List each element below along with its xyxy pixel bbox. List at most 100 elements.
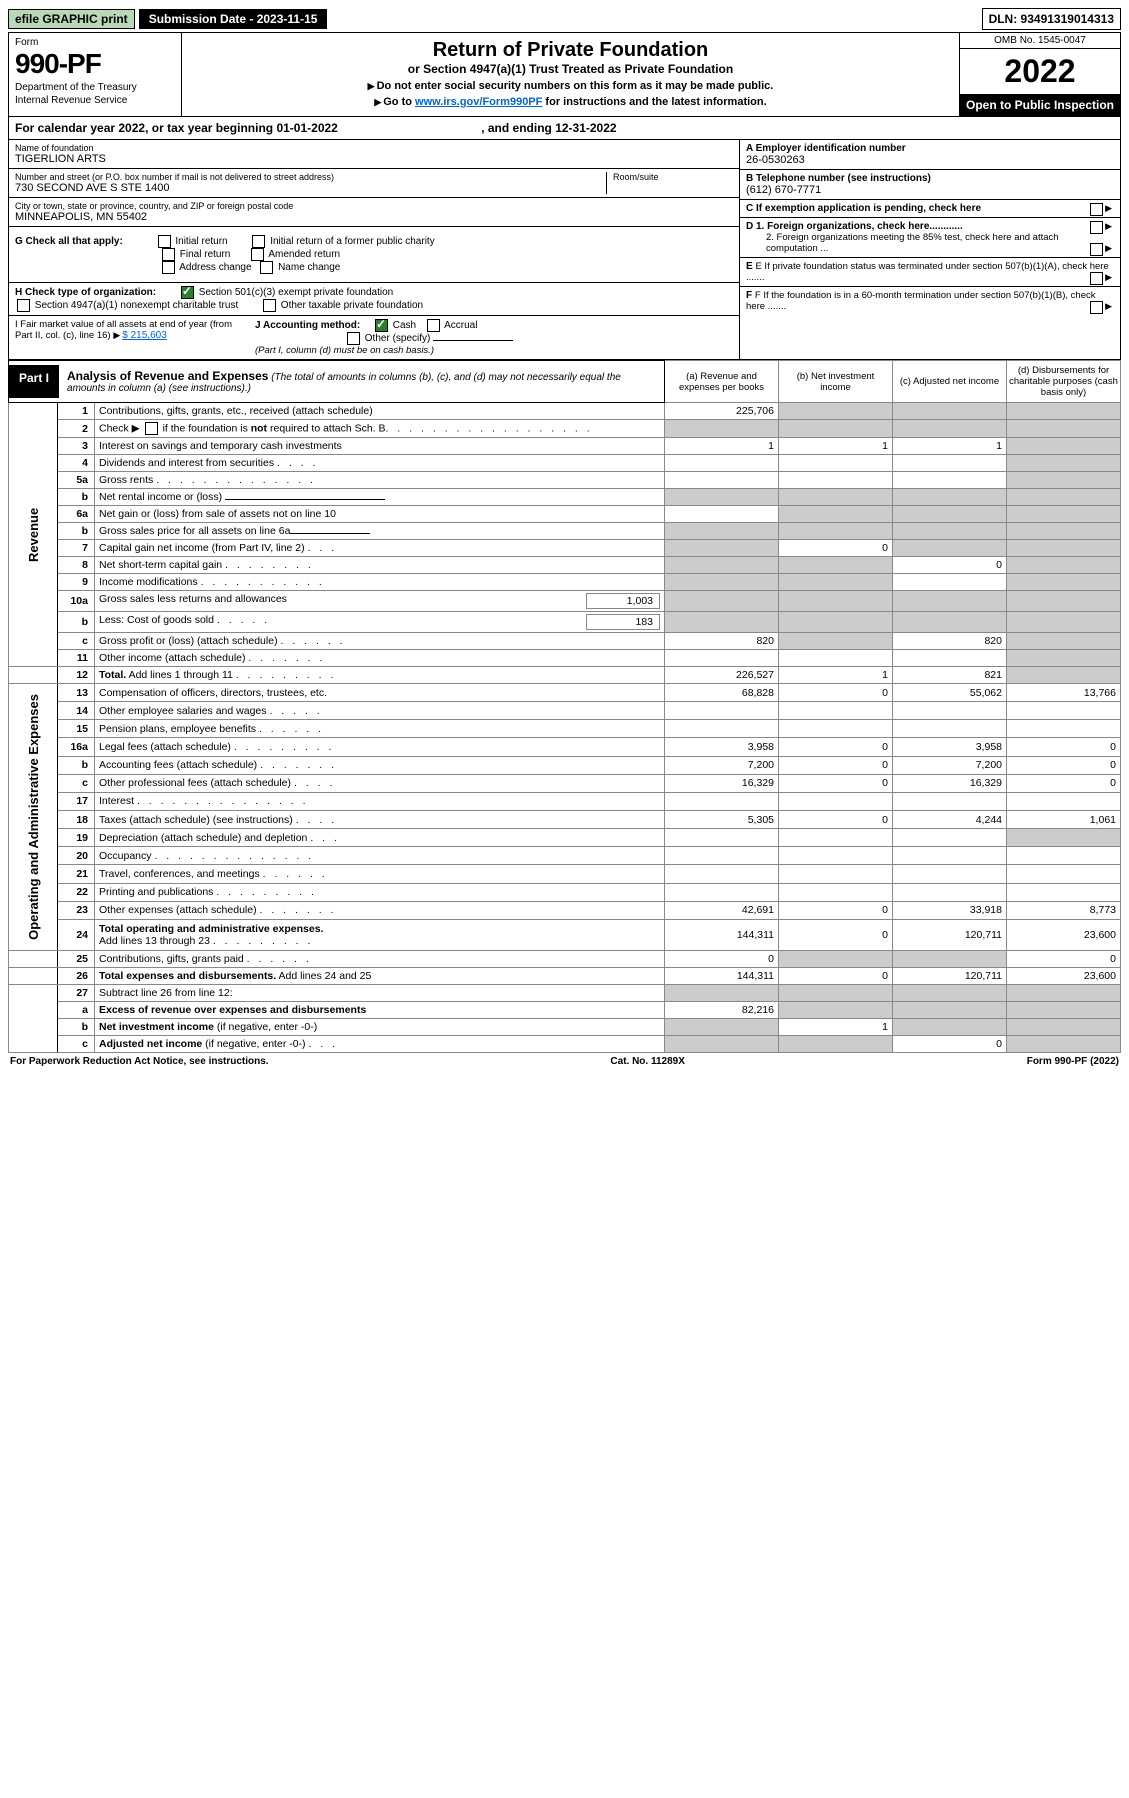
r22-desc: Printing and publications . . . . . . . …	[95, 883, 665, 901]
r18-dd: 1,061	[1007, 810, 1121, 828]
check-amended[interactable]	[251, 248, 264, 261]
r12-side	[9, 667, 58, 684]
form-number: 990-PF	[15, 48, 175, 80]
r9-d	[1007, 574, 1121, 591]
r24-b: 0	[779, 919, 893, 950]
name-label: Name of foundation	[15, 143, 733, 153]
check-d1[interactable]	[1090, 221, 1103, 234]
r27c-b	[779, 1035, 893, 1052]
row-27a: a Excess of revenue over expenses and di…	[9, 1001, 1121, 1018]
r10a-d	[1007, 591, 1121, 612]
check-accrual[interactable]	[427, 319, 440, 332]
r4-desc: Dividends and interest from securities .…	[95, 455, 665, 472]
r23-a: 42,691	[665, 901, 779, 919]
row-18: 18 Taxes (attach schedule) (see instruct…	[9, 810, 1121, 828]
check-initial-former[interactable]	[252, 235, 265, 248]
check-initial-return[interactable]	[158, 235, 171, 248]
r10c-a: 820	[665, 633, 779, 650]
r3-d	[1007, 438, 1121, 455]
identity-right: A Employer identification number 26-0530…	[739, 140, 1120, 359]
r16b-b: 0	[779, 756, 893, 774]
row-23: 23 Other expenses (attach schedule) . . …	[9, 901, 1121, 919]
efile-button[interactable]: efile GRAPHIC print	[8, 9, 135, 29]
check-other-taxable[interactable]	[263, 299, 276, 312]
form-title: Return of Private Foundation	[192, 39, 949, 62]
d1-label: D 1. Foreign organizations, check here..…	[746, 221, 963, 232]
check-addr-change[interactable]	[162, 261, 175, 274]
r10a-desc: Gross sales less returns and allowances …	[95, 591, 665, 612]
r16b-num: b	[58, 756, 95, 774]
r27-side	[9, 984, 58, 1052]
r22-a	[665, 883, 779, 901]
r26-a: 144,311	[665, 967, 779, 984]
check-name-change[interactable]	[260, 261, 273, 274]
r27c-desc: Adjusted net income (if negative, enter …	[95, 1035, 665, 1052]
row-5a: 5a Gross rents . . . . . . . . . . . . .…	[9, 472, 1121, 489]
r2-b	[779, 420, 893, 438]
row-19: 19 Depreciation (attach schedule) and de…	[9, 829, 1121, 847]
check-e[interactable]	[1090, 272, 1103, 285]
check-sch-b[interactable]	[145, 422, 158, 435]
r15-d	[1007, 720, 1121, 738]
r11-num: 11	[58, 650, 95, 667]
section-g: G Check all that apply: Initial return I…	[9, 227, 739, 283]
r6b-b	[779, 523, 893, 540]
r16a-c: 3,958	[893, 738, 1007, 756]
r27a-num: a	[58, 1001, 95, 1018]
r10b-num: b	[58, 612, 95, 633]
r5a-a	[665, 472, 779, 489]
r15-b	[779, 720, 893, 738]
r19-d	[1007, 829, 1121, 847]
check-other-method[interactable]	[347, 332, 360, 345]
r6a-desc: Net gain or (loss) from sale of assets n…	[95, 506, 665, 523]
r23-dd: 8,773	[1007, 901, 1121, 919]
r2-a	[665, 420, 779, 438]
row-24: 24 Total operating and administrative ex…	[9, 919, 1121, 950]
r19-b	[779, 829, 893, 847]
r15-desc: Pension plans, employee benefits . . . .…	[95, 720, 665, 738]
r5a-c	[893, 472, 1007, 489]
fmv-link[interactable]: $ 215,603	[122, 330, 167, 341]
r12-b: 1	[779, 667, 893, 684]
r9-c	[893, 574, 1007, 591]
r8-d	[1007, 557, 1121, 574]
opt-initial: Initial return	[175, 236, 227, 247]
check-4947[interactable]	[17, 299, 30, 312]
r26-side	[9, 967, 58, 984]
form-subtitle: or Section 4947(a)(1) Trust Treated as P…	[192, 62, 949, 76]
col-c-header: (c) Adjusted net income	[893, 361, 1007, 403]
check-f[interactable]	[1090, 301, 1103, 314]
omb-number: OMB No. 1545-0047	[960, 33, 1120, 49]
open-inspection: Open to Public Inspection	[960, 94, 1120, 116]
r16c-num: c	[58, 774, 95, 792]
check-501c3[interactable]	[181, 286, 194, 299]
check-c[interactable]	[1090, 203, 1103, 216]
header-left: Form 990-PF Department of the Treasury I…	[9, 33, 182, 116]
r11-desc: Other income (attach schedule) . . . . .…	[95, 650, 665, 667]
check-final-return[interactable]	[162, 248, 175, 261]
r10c-num: c	[58, 633, 95, 650]
section-h: H Check type of organization: Section 50…	[9, 283, 739, 316]
r19-c	[893, 829, 1007, 847]
r7-desc: Capital gain net income (from Part IV, l…	[95, 540, 665, 557]
r1-desc: Contributions, gifts, grants, etc., rece…	[95, 403, 665, 420]
r21-desc: Travel, conferences, and meetings . . . …	[95, 865, 665, 883]
r13-a: 68,828	[665, 684, 779, 702]
r25-c	[893, 950, 1007, 967]
r10b-c	[893, 612, 1007, 633]
check-d2[interactable]	[1090, 243, 1103, 256]
row-3: 3 Interest on savings and temporary cash…	[9, 438, 1121, 455]
check-cash[interactable]	[375, 319, 388, 332]
f-label: F If the foundation is in a 60-month ter…	[746, 290, 1095, 312]
phone-cell: B Telephone number (see instructions) (6…	[740, 170, 1120, 200]
form-link[interactable]: www.irs.gov/Form990PF	[415, 96, 542, 108]
r24-a: 144,311	[665, 919, 779, 950]
row-13: Operating and Administrative Expenses 13…	[9, 684, 1121, 702]
r6a-a	[665, 506, 779, 523]
row-27: 27 Subtract line 26 from line 12:	[9, 984, 1121, 1001]
d2-label: 2. Foreign organizations meeting the 85%…	[766, 232, 1059, 254]
r27c-d	[1007, 1035, 1121, 1052]
r20-b	[779, 847, 893, 865]
r10c-b	[779, 633, 893, 650]
section-d: D 1. Foreign organizations, check here..…	[740, 218, 1120, 258]
